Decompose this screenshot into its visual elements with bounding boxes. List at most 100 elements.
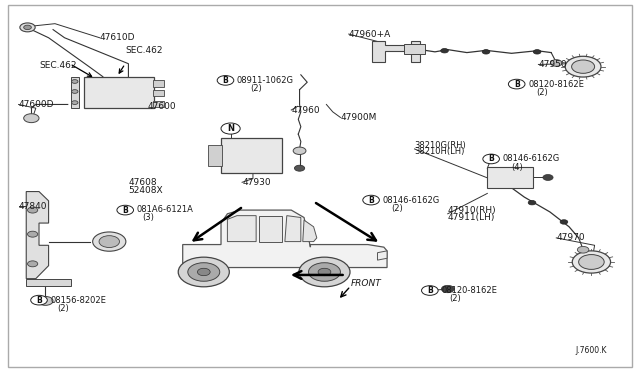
Polygon shape (303, 220, 317, 241)
Text: (2): (2) (57, 304, 68, 313)
Circle shape (482, 49, 490, 54)
Text: 47600: 47600 (148, 102, 176, 111)
Circle shape (528, 201, 536, 205)
Circle shape (221, 123, 240, 134)
Text: 08911-1062G: 08911-1062G (237, 76, 294, 85)
Text: B: B (514, 80, 520, 89)
Circle shape (293, 147, 306, 154)
Text: 47930: 47930 (242, 178, 271, 187)
Circle shape (294, 165, 305, 171)
Text: 47600D: 47600D (19, 100, 54, 109)
Text: B: B (36, 296, 42, 305)
Circle shape (178, 257, 229, 287)
Text: (2): (2) (250, 84, 262, 93)
Circle shape (20, 23, 35, 32)
Text: 47960: 47960 (291, 106, 320, 115)
Circle shape (217, 76, 234, 85)
Text: B: B (488, 154, 494, 163)
Circle shape (422, 286, 438, 295)
Text: 47970: 47970 (556, 233, 585, 243)
Text: B: B (122, 206, 128, 215)
Text: 08120-8162E: 08120-8162E (442, 286, 497, 295)
Bar (208, 145, 222, 166)
Polygon shape (26, 279, 71, 286)
Circle shape (543, 174, 553, 180)
Circle shape (72, 80, 78, 83)
Circle shape (197, 268, 210, 276)
Text: B: B (427, 286, 433, 295)
Circle shape (24, 25, 31, 30)
Polygon shape (182, 210, 387, 274)
Circle shape (28, 261, 38, 267)
Circle shape (442, 285, 454, 293)
Circle shape (441, 48, 449, 53)
Bar (487, 167, 533, 188)
Circle shape (31, 295, 47, 305)
Bar (153, 101, 164, 108)
Circle shape (560, 220, 568, 224)
Circle shape (533, 49, 541, 54)
Circle shape (565, 56, 601, 77)
Circle shape (28, 207, 38, 213)
Circle shape (508, 79, 525, 89)
Circle shape (550, 60, 562, 66)
Text: (3): (3) (143, 213, 154, 222)
Bar (153, 90, 164, 96)
Polygon shape (221, 138, 282, 173)
Polygon shape (285, 216, 301, 241)
Circle shape (572, 60, 595, 73)
Polygon shape (372, 41, 420, 62)
Circle shape (483, 154, 499, 164)
Text: 47608: 47608 (129, 178, 157, 187)
Text: 08156-8202E: 08156-8202E (51, 296, 106, 305)
Text: 47840: 47840 (19, 202, 47, 211)
Text: J.7600.K: J.7600.K (575, 346, 607, 355)
Circle shape (93, 232, 126, 251)
Text: 38210G(RH): 38210G(RH) (415, 141, 467, 150)
Text: (2): (2) (536, 88, 548, 97)
Circle shape (28, 231, 38, 237)
Bar (404, 44, 425, 54)
Text: FRONT: FRONT (351, 279, 381, 288)
Circle shape (363, 195, 380, 205)
Circle shape (318, 268, 331, 276)
Text: (2): (2) (392, 204, 403, 213)
Text: 47610D: 47610D (100, 33, 135, 42)
Circle shape (38, 296, 53, 305)
Text: SEC.462: SEC.462 (125, 46, 163, 55)
Text: 47910(RH): 47910(RH) (448, 206, 497, 215)
Text: N: N (227, 124, 234, 133)
Text: 47911(LH): 47911(LH) (448, 213, 495, 222)
Text: 47900M: 47900M (340, 113, 377, 122)
Circle shape (24, 114, 39, 123)
Circle shape (572, 251, 611, 273)
Circle shape (308, 263, 340, 281)
Circle shape (188, 263, 220, 281)
Polygon shape (378, 251, 387, 260)
Text: SEC.462: SEC.462 (39, 61, 77, 70)
Circle shape (577, 246, 589, 253)
Polygon shape (259, 216, 282, 241)
Text: 47950: 47950 (538, 60, 567, 69)
Text: (4): (4) (511, 163, 524, 172)
Circle shape (579, 254, 604, 269)
Circle shape (72, 90, 78, 93)
Text: B: B (368, 196, 374, 205)
Text: 52408X: 52408X (129, 186, 163, 195)
Text: (2): (2) (450, 294, 461, 303)
Text: 081A6-6121A: 081A6-6121A (137, 205, 193, 214)
Circle shape (99, 235, 120, 247)
Text: 38210H(LH): 38210H(LH) (415, 147, 465, 156)
Polygon shape (227, 216, 256, 241)
Circle shape (72, 101, 78, 105)
Text: B: B (223, 76, 228, 85)
Text: 08146-6162G: 08146-6162G (383, 196, 440, 205)
Text: 08146-6162G: 08146-6162G (502, 154, 560, 163)
Text: 47960+A: 47960+A (349, 29, 391, 39)
Bar (153, 80, 164, 87)
Polygon shape (84, 77, 154, 108)
Polygon shape (71, 77, 79, 108)
Polygon shape (26, 192, 49, 279)
Circle shape (299, 257, 350, 287)
Text: 08120-8162E: 08120-8162E (528, 80, 584, 89)
